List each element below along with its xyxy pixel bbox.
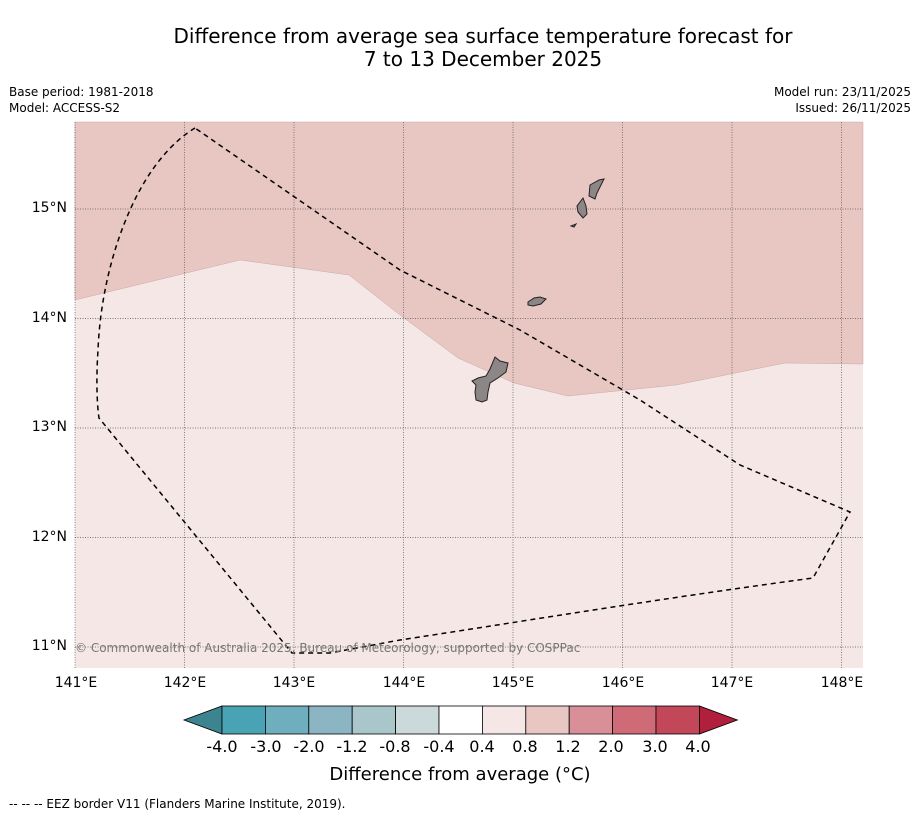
model-run: Model run: 23/11/2025 (773, 85, 911, 99)
colorbar-cell (395, 705, 440, 735)
guam-island (471, 356, 509, 403)
colorbar-cell (612, 705, 657, 735)
colorbar-label: -0.8 (379, 737, 411, 756)
lat-label-15: 15°N (31, 200, 67, 216)
lat-label-12: 12°N (31, 529, 67, 545)
colorbar-label: -4.0 (206, 737, 238, 756)
colorbar-cell (568, 705, 614, 735)
graticule (74, 122, 863, 668)
colorbar-label: 3.0 (642, 737, 668, 756)
colorbar-label: -0.4 (423, 737, 455, 756)
base-period: Base period: 1981-2018 (9, 85, 154, 99)
colorbar-cell (438, 705, 483, 735)
colorbar-title-unit: °C) (561, 764, 591, 785)
lat-label-14: 14°N (31, 310, 67, 326)
colorbar-label: 0.8 (512, 737, 538, 756)
colorbar-cell (655, 705, 700, 735)
colorbar-cell (481, 705, 527, 735)
colorbar-title: Difference from average (°C) (260, 764, 660, 785)
chart-title-line1: Difference from average sea surface temp… (173, 24, 793, 48)
saipan-island (588, 178, 605, 200)
chart-title-line2: 7 to 13 December 2025 (363, 47, 603, 71)
lon-label-142: 142°E (163, 675, 207, 691)
lon-label-147: 147°E (710, 675, 754, 691)
lat-label-11: 11°N (31, 638, 67, 654)
colorbar-label: 0.4 (469, 737, 495, 756)
colorbar-label: 1.2 (555, 737, 581, 756)
lon-label-143: 143°E (272, 675, 316, 691)
colorbar-title-text: Difference from average ( (329, 764, 562, 785)
colorbar (182, 705, 739, 735)
colorbar-cell (351, 705, 396, 735)
issued-date: Issued: 26/11/2025 (795, 101, 911, 115)
eez-border (96, 127, 852, 654)
lon-label-141: 141°E (54, 675, 98, 691)
eez-footnote: -- -- -- EEZ border V11 (Flanders Marine… (9, 797, 346, 811)
rota-island (527, 296, 547, 307)
colorbar-extend-low (182, 705, 223, 735)
model-name: Model: ACCESS-S2 (9, 101, 121, 115)
colorbar-cell (308, 705, 353, 735)
colorbar-label: -3.0 (250, 737, 282, 756)
anomaly-zone-0.8-1.2 (74, 121, 864, 397)
lon-label-148: 148°E (820, 675, 864, 691)
aguijan-islet (569, 222, 578, 228)
colorbar-extend-high (699, 705, 739, 735)
colorbar-label: -1.2 (336, 737, 368, 756)
lon-label-145: 145°E (491, 675, 535, 691)
lon-label-146: 146°E (601, 675, 645, 691)
colorbar-label: 4.0 (685, 737, 711, 756)
islands (471, 178, 605, 403)
tinian-island (576, 196, 588, 219)
copyright-notice: © Commonwealth of Australia 2025, Bureau… (75, 641, 581, 655)
colorbar-cell (525, 705, 570, 735)
lat-label-13: 13°N (31, 419, 67, 435)
colorbar-label: -2.0 (293, 737, 325, 756)
colorbar-cell (221, 705, 266, 735)
lon-label-144: 144°E (382, 675, 426, 691)
colorbar-label: 2.0 (598, 737, 624, 756)
colorbar-cell (265, 705, 310, 735)
